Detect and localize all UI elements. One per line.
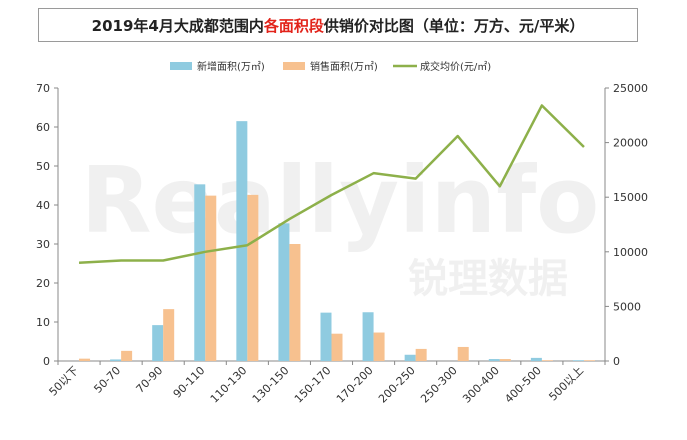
x-tick-label: 50以下 (47, 364, 82, 399)
bar-sales (331, 333, 343, 361)
bar-new-supply (110, 359, 122, 361)
bar-sales (541, 360, 553, 361)
bar-new-supply (194, 184, 206, 361)
bar-sales (121, 350, 133, 361)
y-left-tick-label: 0 (43, 355, 50, 368)
y-left-tick-label: 30 (36, 238, 50, 251)
bar-new-supply (152, 325, 164, 361)
bar-new-supply (488, 359, 500, 361)
bar-sales (415, 348, 427, 361)
bar-sales (247, 194, 259, 361)
bar-sales (79, 358, 91, 361)
watermark-latin: Reallyinfo (81, 147, 600, 254)
x-tick-label: 50-70 (91, 364, 123, 396)
x-tick-label: 500以上 (546, 364, 586, 404)
y-left-tick-label: 20 (36, 277, 50, 290)
title-suffix: 供销价对比图（单位：万方、元/平米） (323, 16, 585, 35)
bar-sales (457, 346, 469, 361)
price-line (78, 104, 585, 264)
x-tick-label: 250-300 (418, 364, 460, 406)
y-left-tick-label: 50 (36, 160, 50, 173)
watermark-chinese: 锐理数据 (408, 256, 568, 302)
chart-title: 2019年4月大成都范围内 各面积段 供销价对比图（单位：万方、元/平米） (38, 8, 638, 42)
y-right-tick-label: 15000 (613, 191, 648, 204)
y-right-tick-label: 0 (613, 355, 620, 368)
bar-new-supply (320, 312, 332, 361)
y-left-tick-label: 40 (36, 199, 50, 212)
bar-new-supply (236, 121, 248, 362)
bar-new-supply (404, 354, 416, 361)
title-highlight: 各面积段 (263, 16, 324, 35)
x-tick-label: 110-130 (208, 364, 250, 406)
bars (79, 121, 595, 362)
bar-new-supply (572, 360, 584, 361)
title-prefix: 2019年4月大成都范围内 (91, 16, 264, 35)
y-right-tick-label: 10000 (613, 246, 648, 259)
axes: 0 10 20 30 40 50 60 70 0 5000 10000 15000 20000 25000 (36, 82, 648, 368)
watermark: Reallyinfo 锐理数据 (81, 147, 600, 302)
bar-sales (205, 195, 217, 361)
bar-sales (583, 360, 595, 361)
x-tick-label: 400-500 (502, 364, 544, 406)
legend: 新增面积(万㎡) 销售面积(万㎡) 成交均价(元/㎡) (170, 60, 491, 73)
y-left-tick-label: 70 (36, 82, 50, 95)
x-tick-label: 170-200 (334, 364, 376, 406)
bar-new-supply (362, 312, 374, 361)
legend-label: 销售面积(万㎡) (310, 60, 378, 73)
legend-swatch (170, 62, 192, 70)
x-tick-label: 150-170 (292, 364, 334, 406)
x-tick-label: 200-250 (376, 364, 418, 406)
bar-new-supply (530, 357, 542, 361)
bar-new-supply (278, 223, 290, 361)
legend-label: 新增面积(万㎡) (197, 60, 265, 73)
y-right-tick-label: 25000 (613, 82, 648, 95)
x-tick-label: 300-400 (460, 364, 502, 406)
bar-sales (163, 309, 175, 361)
y-right-tick-label: 5000 (613, 300, 641, 313)
bar-sales (373, 332, 385, 361)
y-right-tick-label: 20000 (613, 137, 648, 150)
y-left-tick-label: 60 (36, 121, 50, 134)
x-tick-label: 70-90 (134, 364, 166, 396)
x-tick-labels: 50以下 50-70 70-90 90-110 110-130 130-150 150-17… (47, 364, 587, 406)
x-tick-label: 130-150 (250, 364, 292, 406)
bar-sales (289, 244, 301, 361)
bar-sales (499, 359, 511, 361)
x-tick-label: 90-110 (171, 364, 208, 401)
legend-label: 成交均价(元/㎡) (420, 60, 491, 73)
legend-swatch (283, 62, 305, 70)
y-left-tick-label: 10 (36, 316, 50, 329)
